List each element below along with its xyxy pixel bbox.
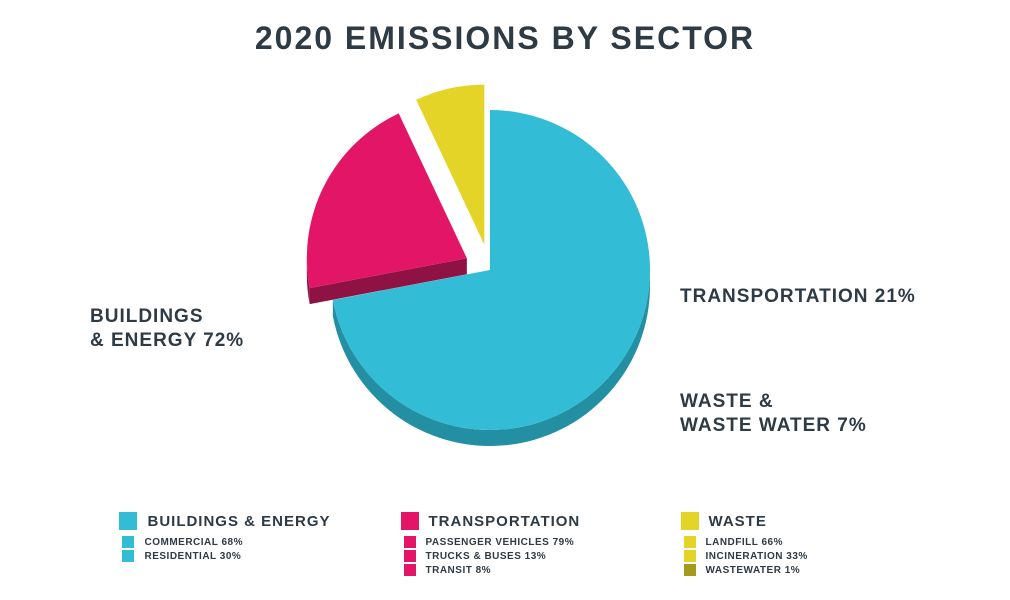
slice-label-transportation: TRANSPORTATION 21% bbox=[680, 285, 916, 309]
legend-title: TRANSPORTATION bbox=[429, 513, 581, 530]
legend-group-2: WASTE LANDFILL 66% INCINERATION 33% WASTEWA… bbox=[681, 512, 891, 576]
legend-item-label: WASTEWATER 1% bbox=[706, 565, 801, 576]
legend-item: LANDFILL 66% bbox=[681, 536, 891, 548]
legend: BUILDINGS & ENERGY COMMERCIAL 68% RESIDENT… bbox=[0, 512, 1010, 576]
legend-group-1: TRANSPORTATION PASSENGER VEHICLES 79% TRUC… bbox=[401, 512, 611, 576]
legend-item-label: INCINERATION 33% bbox=[706, 551, 808, 562]
legend-swatch bbox=[681, 512, 699, 530]
slice-label-buildings: BUILDINGS& ENERGY 72% bbox=[90, 305, 244, 353]
legend-swatch bbox=[401, 512, 419, 530]
legend-mini-swatch bbox=[122, 550, 134, 562]
legend-mini-swatch bbox=[404, 564, 416, 576]
legend-item-label: TRANSIT 8% bbox=[426, 565, 492, 576]
legend-title: BUILDINGS & ENERGY bbox=[147, 513, 330, 530]
slice-label-waste: WASTE &WASTE WATER 7% bbox=[680, 390, 867, 438]
pie-chart bbox=[300, 70, 680, 450]
legend-item: WASTEWATER 1% bbox=[681, 564, 891, 576]
legend-mini-swatch bbox=[404, 536, 416, 548]
chart-title: 2020 EMISSIONS BY SECTOR bbox=[0, 20, 1010, 57]
legend-item: RESIDENTIAL 30% bbox=[119, 550, 330, 562]
chart-area: BUILDINGS& ENERGY 72% TRANSPORTATION 21% W… bbox=[0, 70, 1010, 450]
legend-mini-swatch bbox=[684, 536, 696, 548]
legend-item: TRANSIT 8% bbox=[401, 564, 611, 576]
legend-item: COMMERCIAL 68% bbox=[119, 536, 330, 548]
legend-item: TRUCKS & BUSES 13% bbox=[401, 550, 611, 562]
legend-title: WASTE bbox=[709, 513, 767, 530]
legend-item-label: TRUCKS & BUSES 13% bbox=[426, 551, 547, 562]
legend-item-label: COMMERCIAL 68% bbox=[144, 537, 243, 548]
legend-group-0: BUILDINGS & ENERGY COMMERCIAL 68% RESIDENT… bbox=[119, 512, 330, 576]
legend-mini-swatch bbox=[684, 550, 696, 562]
legend-mini-swatch bbox=[684, 564, 696, 576]
legend-mini-swatch bbox=[404, 550, 416, 562]
legend-mini-swatch bbox=[122, 536, 134, 548]
legend-swatch bbox=[119, 512, 137, 530]
legend-item-label: LANDFILL 66% bbox=[706, 537, 784, 548]
legend-item: PASSENGER VEHICLES 79% bbox=[401, 536, 611, 548]
legend-item-label: RESIDENTIAL 30% bbox=[144, 551, 241, 562]
legend-item-label: PASSENGER VEHICLES 79% bbox=[426, 537, 575, 548]
legend-item: INCINERATION 33% bbox=[681, 550, 891, 562]
